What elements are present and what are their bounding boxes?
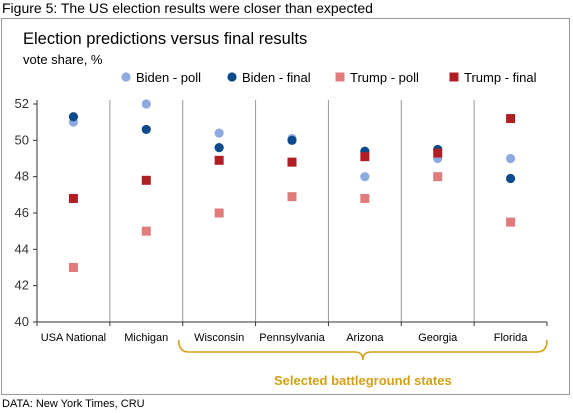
x-category-label: Georgia [418,332,458,344]
trump-final-point [433,148,443,158]
trump-poll-point [360,193,370,203]
x-category-label: Arizona [346,332,384,344]
biden-final-point [287,135,297,145]
trump-poll-point [214,208,224,218]
y-tick-label: 52 [15,96,29,111]
legend-label: Biden - final [242,70,311,85]
biden-final-point [214,143,224,153]
x-category-label: Pennsylvania [259,332,325,344]
legend-marker [121,72,131,82]
trump-poll-point [433,172,443,182]
x-category-label: Michigan [124,332,168,344]
figure-caption: Figure 5: The US election results were c… [2,0,373,16]
trump-final-point [506,114,516,124]
biden-final-point [141,124,151,135]
biden-final-point [505,173,516,184]
legend-marker [335,72,345,82]
trump-final-point [214,155,224,165]
y-tick-label: 40 [15,314,29,329]
y-tick-label: 44 [15,241,29,256]
legend-label: Trump - poll [350,70,419,85]
biden-final-point [68,112,79,122]
trump-poll-point [506,217,516,227]
biden-poll-point [141,99,151,109]
y-tick-label: 48 [15,169,29,184]
trump-poll-point [141,226,151,236]
y-unit-label: vote share, % [23,52,103,67]
trump-final-point [287,157,297,167]
trump-final-point [141,175,151,185]
source-note: DATA: New York Times, CRU [2,398,145,410]
x-category-label: Wisconsin [194,332,244,344]
biden-poll-point [214,128,224,138]
battleground-label: Selected battleground states [274,373,452,388]
x-category-label: Florida [494,332,529,344]
y-tick-label: 50 [15,132,29,147]
biden-poll-point [505,153,516,164]
battleground-bracket [177,339,548,361]
x-category-label: USA National [41,332,106,344]
chart-title: Election predictions versus final result… [23,30,308,48]
trump-poll-point [68,263,78,272]
trump-final-point [68,193,78,203]
biden-poll-point [360,172,370,182]
legend-label: Trump - final [464,70,537,85]
y-tick-label: 46 [15,205,29,220]
legend-label: Biden - poll [136,70,201,85]
chart-frame [1,18,570,395]
y-tick-label: 42 [15,278,29,293]
legend-marker [227,72,237,82]
trump-poll-point [287,192,297,202]
legend-marker [449,72,459,82]
trump-final-point [360,152,370,162]
